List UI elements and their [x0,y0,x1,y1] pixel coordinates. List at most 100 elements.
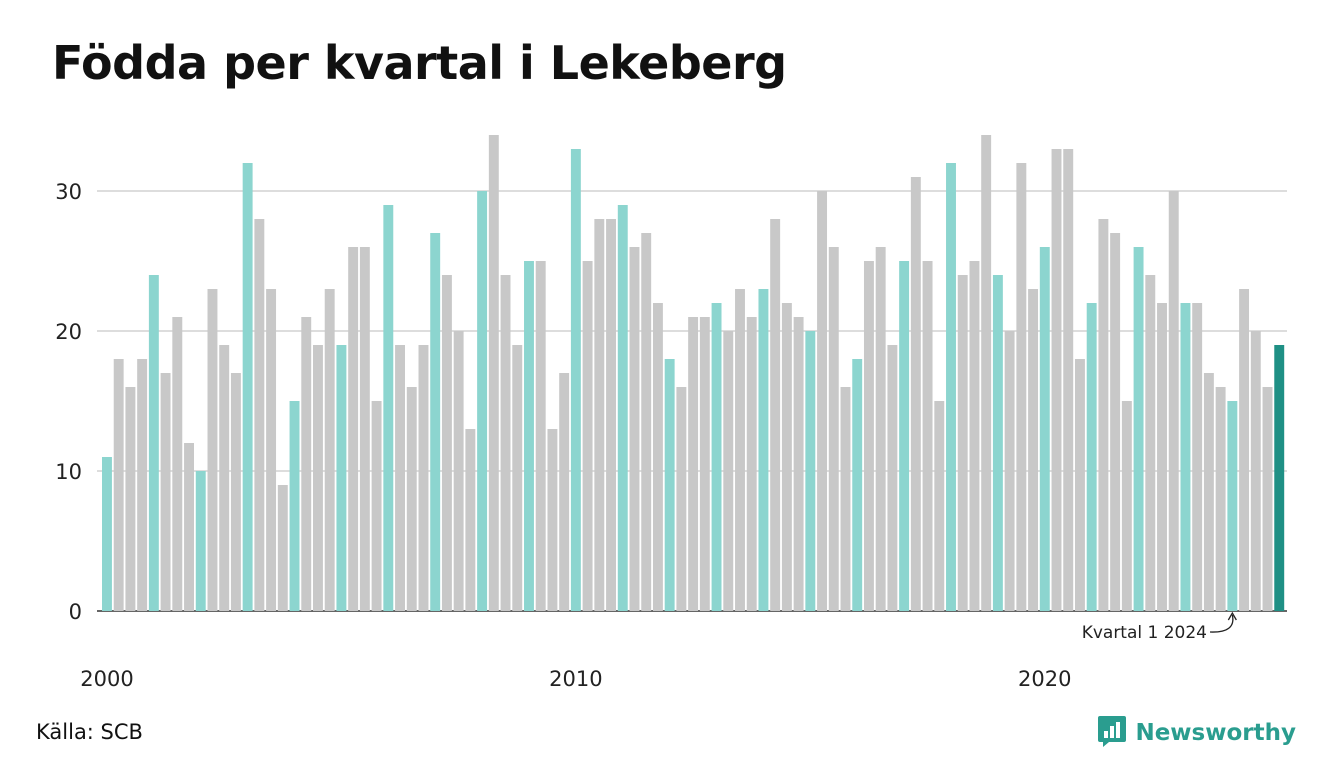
bar [629,247,640,611]
bar [172,317,183,611]
bar [664,359,675,611]
bar [688,317,699,611]
annotation: Kvartal 1 2024 [1082,611,1237,643]
bar [1157,303,1167,611]
bar [430,233,441,611]
bar [840,387,851,611]
bar [359,247,370,611]
bar [160,373,171,611]
bar [852,359,863,611]
bar [1274,345,1285,611]
bar [113,359,124,611]
y-tick-label: 30 [55,180,82,204]
bar [348,247,359,611]
bar [1133,247,1144,611]
bar [582,261,593,611]
bar [488,135,499,611]
bar [254,219,265,611]
bar [770,219,781,611]
brand: Newsworthy [1097,714,1296,752]
bar [395,345,405,611]
bar [195,471,206,611]
bar [1215,387,1226,611]
bar [1063,149,1074,611]
bar [547,429,558,611]
newsworthy-logo-icon [1097,714,1127,752]
bar [1168,191,1179,611]
bar [723,331,734,611]
bar [793,317,804,611]
bar [711,303,722,611]
y-tick-label: 20 [55,320,82,344]
bar [465,429,476,611]
bar [277,485,288,611]
bar [758,289,769,611]
bar [477,191,488,611]
bar [828,247,839,611]
bar [137,359,148,611]
bar [125,387,136,611]
bar [899,261,910,611]
bar [652,303,663,611]
bar [1051,149,1062,611]
bar [817,191,828,611]
y-tick-label: 10 [55,460,82,484]
bar [324,289,335,611]
bar [1098,219,1109,611]
bar [1192,303,1203,611]
bar [781,303,792,611]
bar [289,401,300,611]
bar [1145,275,1156,611]
bar [746,317,757,611]
y-axis: 0 10 20 30 [55,180,82,624]
bar [406,387,417,611]
bar [148,275,159,611]
x-tick-label: 2020 [1018,667,1071,691]
bar [922,261,933,611]
arrow-head-icon [1227,611,1237,621]
bar [418,345,429,611]
bar [1004,331,1015,611]
bar [981,135,992,611]
x-tick-label: 2000 [80,667,133,691]
x-axis: 2000 2010 2020 [80,667,1071,691]
bar [313,345,323,611]
bar [1074,359,1085,611]
bar [102,457,112,611]
bar [500,275,511,611]
curved-arrow-icon [1209,614,1234,633]
bar [1262,387,1273,611]
bar [1016,163,1027,611]
bar [594,219,605,611]
bar [524,261,534,611]
bar [1250,331,1261,611]
bar [1180,303,1191,611]
bar [383,205,394,611]
bar [735,289,745,611]
bar [453,331,464,611]
bar [219,345,230,611]
bar [887,345,898,611]
bar [266,289,277,611]
bar [371,401,382,611]
bar [992,275,1003,611]
source-label: Källa: SCB [36,720,143,744]
bar [1203,373,1214,611]
bar [230,373,241,611]
bar [441,275,452,611]
bar [699,317,710,611]
bar [969,261,980,611]
bar [1239,289,1250,611]
bar [1039,247,1050,611]
bar [641,233,652,611]
bar [336,345,347,611]
bar [1028,289,1039,611]
bar [570,149,581,611]
bar [875,247,886,611]
bar [957,275,968,611]
bar [184,443,194,611]
brand-name: Newsworthy [1135,720,1296,746]
bar [676,387,687,611]
bar [512,345,523,611]
